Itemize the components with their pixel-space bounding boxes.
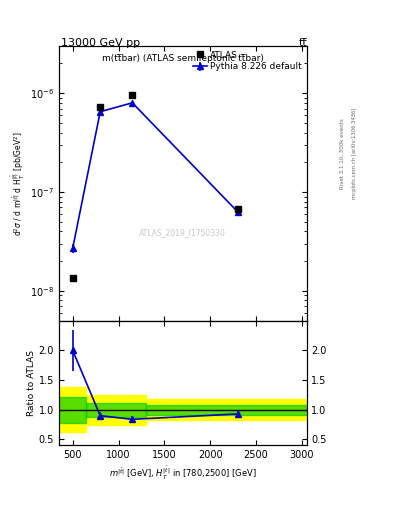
ATLAS <box>98 104 103 111</box>
Text: Rivet 3.1.10, 300k events: Rivet 3.1.10, 300k events <box>340 118 345 189</box>
Text: tt̅: tt̅ <box>299 38 307 49</box>
ATLAS <box>130 92 135 98</box>
Text: 13000 GeV pp: 13000 GeV pp <box>61 38 140 49</box>
Y-axis label: Ratio to ATLAS: Ratio to ATLAS <box>27 350 36 416</box>
X-axis label: $m^{|\bar{t}|}$ [GeV], $H_T^{|\bar{t}|}$ in [780,2500] [GeV]: $m^{|\bar{t}|}$ [GeV], $H_T^{|\bar{t}|}$… <box>109 464 257 482</box>
ATLAS <box>235 205 240 211</box>
Text: m(tt̅bar) (ATLAS semileptonic tt̅bar): m(tt̅bar) (ATLAS semileptonic tt̅bar) <box>102 54 264 63</box>
Line: ATLAS: ATLAS <box>70 92 241 281</box>
ATLAS <box>70 275 75 281</box>
Text: ATLAS_2019_I1750330: ATLAS_2019_I1750330 <box>139 228 226 237</box>
Y-axis label: d$^2\sigma$ / d m$^{|\bar{t}|}$ d H$_T^{|\bar{t}|}$ [pb/GeV$^2$]: d$^2\sigma$ / d m$^{|\bar{t}|}$ d H$_T^{… <box>10 131 27 236</box>
Legend: ATLAS, Pythia 8.226 default: ATLAS, Pythia 8.226 default <box>193 51 302 71</box>
Text: mcplots.cern.ch [arXiv:1306.3436]: mcplots.cern.ch [arXiv:1306.3436] <box>352 108 357 199</box>
